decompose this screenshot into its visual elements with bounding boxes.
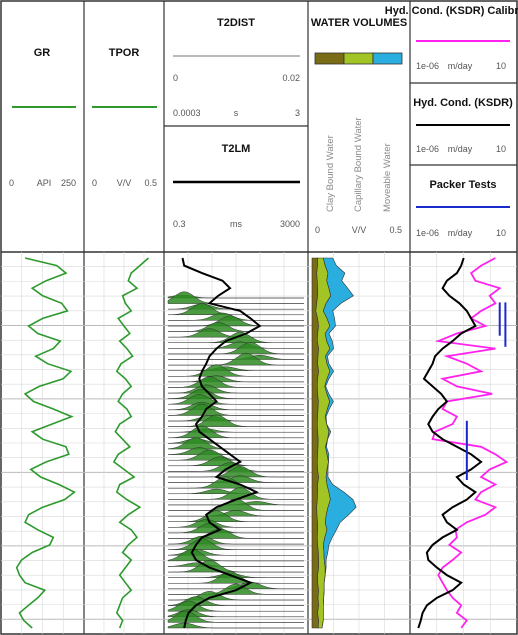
t2dist-title: T2DIST [217,17,255,29]
t2dist-waveform [167,394,305,405]
t2dist-waveform [167,609,305,618]
t2dist-waveform [167,404,305,416]
t2dist-waveform [167,487,305,500]
t2dist-waveform [167,342,305,355]
t2dist-waveform [167,510,305,517]
t2dist-waveform [167,352,305,366]
t2dist-waveform [167,303,305,316]
t2dist-scale-max: 0.02 [282,73,300,83]
gr-title: GR [34,47,51,59]
hyd-ksdr-scale-unit: m/day [448,144,473,154]
t2dist-waveform [167,322,305,332]
t2lm-scale-unit: ms [230,219,242,229]
t2dist-waveform [167,528,305,539]
moveable-water-area [321,257,357,629]
t2dist-waveform [167,466,305,478]
t2dist-waveform [167,600,305,612]
t2dist-waveform [167,522,305,534]
t2dist-waveform [167,548,305,562]
packer-scale-max: 10 [496,228,506,238]
t2dist-waveform [167,475,305,483]
gr-curve [15,257,76,629]
t2lm-title: T2LM [222,143,251,155]
hyd-calibrated-curve [431,257,509,629]
tpor-title: TPOR [109,47,140,59]
tpor-scale-min: 0 [92,178,97,188]
tpor-scale-max: 0.5 [144,178,157,188]
gr-scale-min: 0 [9,178,14,188]
packer-scale-unit: m/day [448,228,473,238]
t2dist-waveform [167,519,305,528]
t2dist-waveform [167,559,305,573]
t2dist-waveform [167,341,305,349]
t2dist-waveform [167,510,305,522]
water-label-moveable: Moveable Water [382,143,393,212]
t2dist-waveform [167,437,305,450]
t2dist-axis-min: 0.0003 [173,108,201,118]
t2dist-waveform [167,622,304,629]
t2dist-waveform [167,415,305,422]
hyd-calibrated-title: Hyd. Cond. (KSDR) Calibrated [385,5,518,17]
hyd-cal-scale-min: 1e-06 [416,61,439,71]
water-legend-clay [314,52,345,65]
t2dist-waveform [167,596,305,606]
water-legend-capillary [343,52,374,65]
curve-layer [15,257,509,629]
t2dist-axis-unit: s [234,108,239,118]
t2dist-waveform [167,414,305,427]
gr-scale-max: 250 [61,178,76,188]
packer-scale-min: 1e-06 [416,228,439,238]
hyd-ksdr-scale-max: 10 [496,144,506,154]
hyd-cal-scale-unit: m/day [448,61,473,71]
water-scale-min: 0 [315,225,320,235]
t2dist-axis-max: 3 [295,108,300,118]
t2dist-waveform [167,538,305,550]
t2lm-scale-max: 3000 [280,219,300,229]
water-scale-max: 0.5 [389,225,402,235]
t2dist-waveform [167,366,305,371]
t2lm-scale-min: 0.3 [173,219,186,229]
water-legend-moveable [372,52,403,65]
t2lm-curve [181,257,262,629]
hyd-cal-scale-max: 10 [496,61,506,71]
hyd-ksdr-curve [417,257,483,629]
hyd-ksdr-scale-min: 1e-06 [416,144,439,154]
tpor-scale-unit: V/V [117,178,132,188]
track-dividers [83,1,411,634]
t2dist-waveform [167,291,305,304]
water-label-capillary: Capillary Bound Water [353,117,364,212]
tpor-curve [112,257,150,629]
water-scale-unit: V/V [352,225,367,235]
water-title: WATER VOLUMES [311,17,407,29]
water-label-clay: Clay Bound Water [325,135,336,212]
t2dist-scale-min: 0 [173,73,178,83]
packer-title: Packer Tests [429,179,496,191]
hyd-ksdr-title: Hyd. Cond. (KSDR) [413,97,513,109]
t2dist-waveform [167,315,305,327]
gr-scale-unit: API [37,178,52,188]
